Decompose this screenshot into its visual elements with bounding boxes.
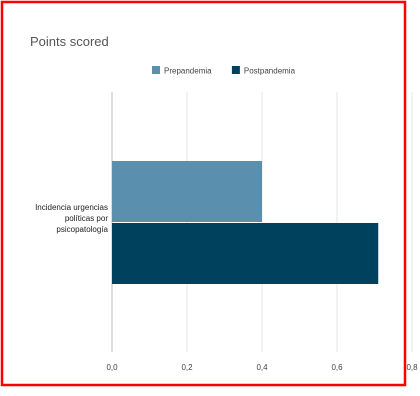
x-tick-label-2: 0,4: [256, 363, 268, 372]
legend-swatch-postpandemia: [231, 66, 240, 74]
legend-swatch-prepandemia: [152, 66, 160, 74]
category-label-line-0: Incidencia urgencias: [35, 203, 108, 212]
bar-prepandemia: [112, 161, 262, 222]
x-tick-label-3: 0,6: [331, 363, 343, 372]
bar-postpandemia: [112, 223, 379, 284]
chart-legend: Prepandemia Postpandemia: [152, 66, 296, 76]
x-tick-label-4: 0,8: [406, 363, 418, 372]
chart-title: Points scored: [30, 34, 109, 49]
x-tick-label-1: 0,2: [181, 363, 193, 372]
x-tick-label-0: 0,0: [106, 363, 118, 372]
legend-label-postpandemia: Postpandemia: [244, 67, 296, 76]
chart-bars: [112, 161, 379, 284]
x-axis-ticks: 0,0 0,2 0,4 0,6 0,8: [106, 363, 418, 372]
category-label-line-1: políticas por: [65, 214, 108, 223]
category-label-line-2: psicopatología: [56, 225, 108, 234]
legend-label-prepandemia: Prepandemia: [164, 67, 212, 76]
category-labels: Incidencia urgencias políticas por psicopa…: [35, 203, 108, 234]
